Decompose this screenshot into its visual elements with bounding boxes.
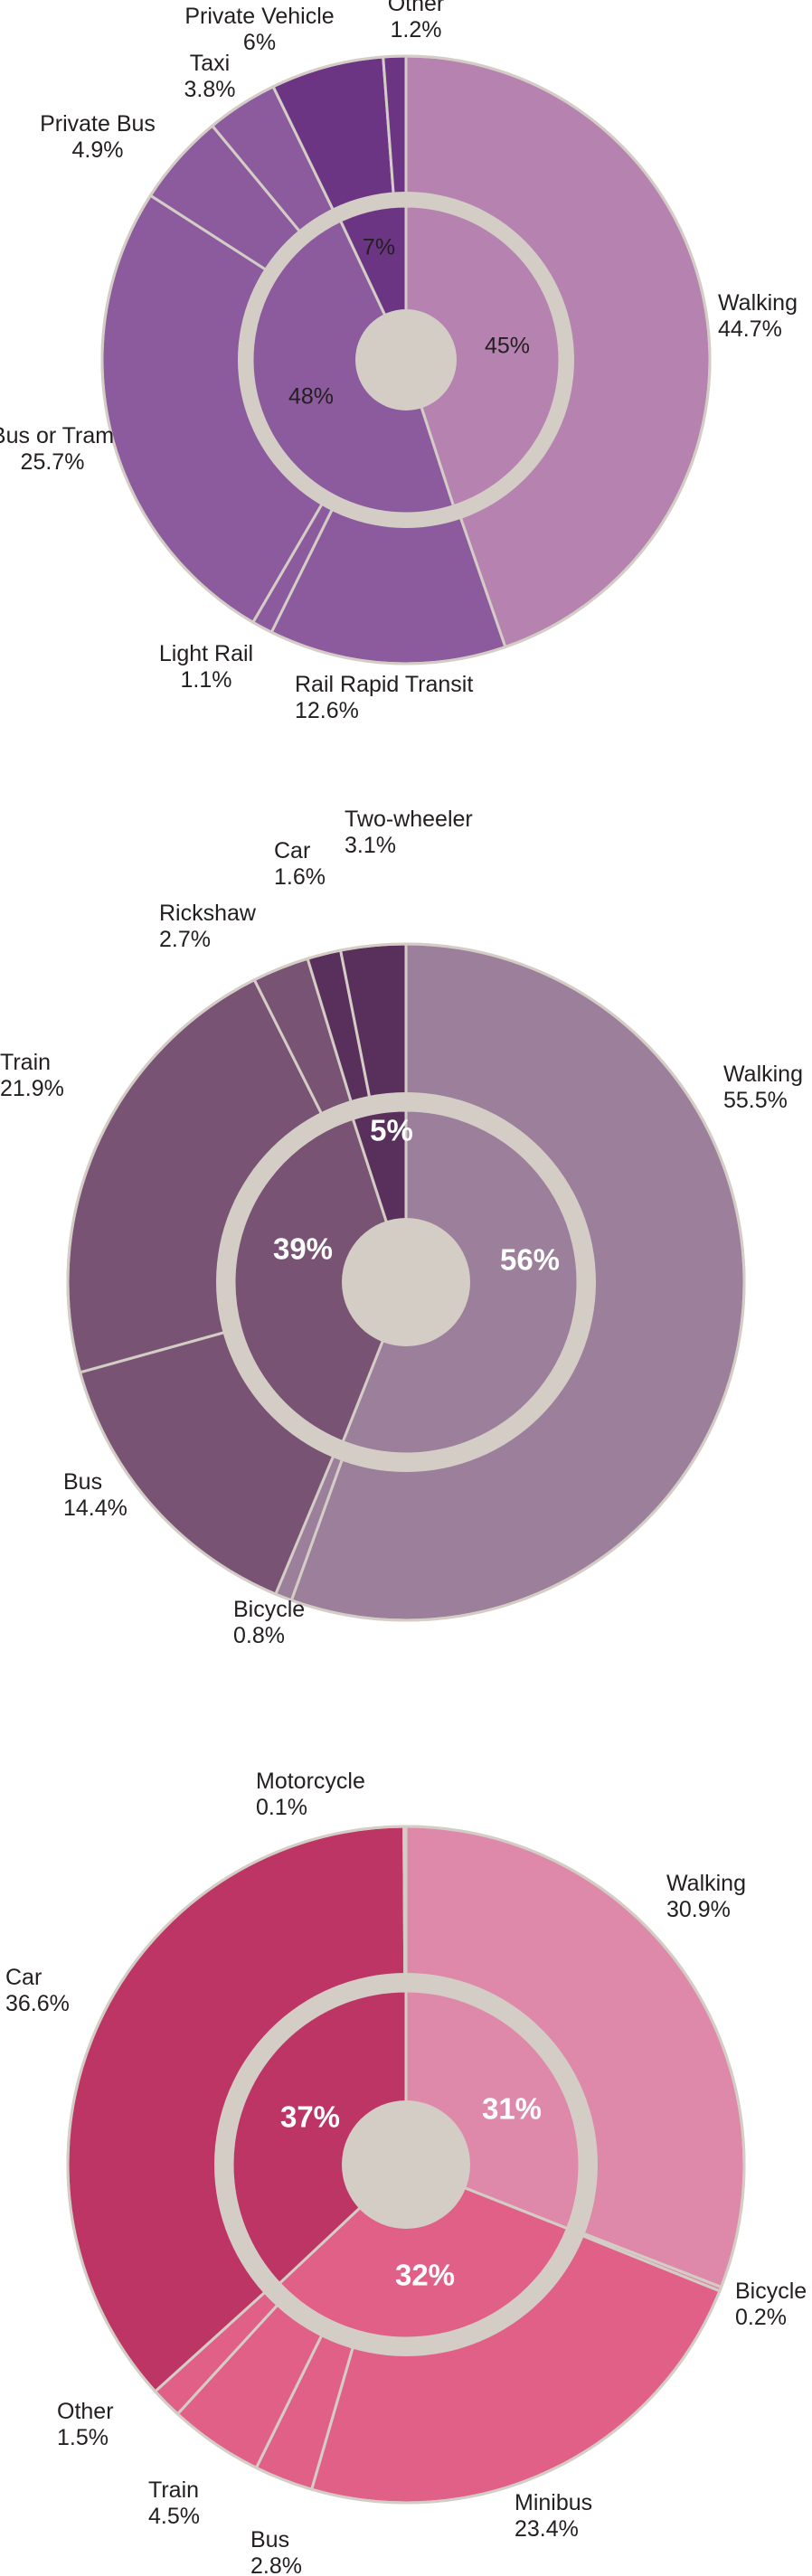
slice-label-light-rail: Light Rail 1.1% (159, 641, 253, 693)
donut-chart-2: 56% 39% 5% Walking 55.5% Bicycle 0.8% Bus 14.4% T… (0, 807, 803, 1648)
outer-rim (66, 1825, 746, 2505)
slice-label-other: Other 1.2% (388, 0, 445, 42)
slice-label-value: 0.8% (233, 1623, 285, 1648)
slice-label-name: Walking (723, 1062, 803, 1087)
slice-label-name: Light Rail (159, 641, 253, 666)
slice-label-name: Train (0, 1050, 51, 1075)
slice-label-value: 14.4% (63, 1496, 127, 1521)
inner-value-label: 56% (500, 1243, 560, 1277)
slice-label-value: 21.9% (0, 1076, 64, 1101)
slice-label-value: 44.7% (718, 316, 782, 342)
slice-label-name: Private Bus (40, 111, 156, 137)
slice-label-rail-rapid-transit: Rail Rapid Transit 12.6% (295, 672, 473, 723)
slice-label-value: 4.5% (148, 2504, 200, 2529)
slice-label-walking: Walking 44.7% (718, 290, 798, 342)
slice-label-private-vehicle: Private Vehicle 6% (184, 4, 334, 55)
slice-label-name: Train (148, 2477, 199, 2503)
slice-label-value: 55.5% (723, 1088, 788, 1113)
slice-label-car: Car 1.6% (274, 838, 326, 890)
slice-label-value: 23.4% (515, 2516, 579, 2542)
slice-label-bicycle: Bicycle 0.8% (233, 1597, 305, 1648)
centre-hole (342, 2100, 470, 2229)
slice-label-walking: Walking 55.5% (723, 1062, 803, 1113)
slice-label-value: 6% (243, 30, 276, 55)
slice-label-name: Bus or Tram (0, 423, 114, 448)
slice-label-bus: Bus 14.4% (63, 1469, 127, 1521)
slice-label-bus: Bus 2.8% (250, 2527, 302, 2576)
slice-label-value: 30.9% (666, 1897, 731, 1922)
slice-label-value: 4.9% (72, 137, 124, 163)
slice-label-name: Rail Rapid Transit (295, 672, 473, 697)
inner-value-label: 7% (363, 235, 395, 260)
slice-label-two-wheeler: Two-wheeler 3.1% (345, 807, 473, 858)
inner-value-label: 48% (288, 384, 334, 410)
slice-label-minibus: Minibus 23.4% (515, 2490, 592, 2542)
slice-label-name: Bicycle (735, 2279, 807, 2304)
inner-slice-2 (250, 219, 456, 515)
slice-label-value: 0.1% (256, 1795, 307, 1820)
inner-slice-1 (404, 204, 562, 508)
slice-label-name: Other (388, 0, 445, 16)
inner-value-label: 5% (370, 1114, 413, 1147)
slice-label-name: Rickshaw (159, 901, 257, 926)
inner-value-label: 31% (482, 2092, 542, 2126)
outer-rim (100, 54, 712, 665)
slice-label-value: 0.2% (735, 2305, 787, 2330)
slice-label-name: Walking (718, 290, 798, 316)
slice-label-name: Car (274, 838, 310, 863)
slice-label-name: Walking (666, 1871, 746, 1896)
inner-slice-3 (231, 1989, 408, 2285)
centre-hole (355, 309, 457, 410)
slice-label-name: Car (5, 1965, 42, 1990)
inner-slice-2 (232, 1117, 408, 1444)
slice-label-name: Motorcycle (256, 1769, 365, 1794)
slice-label-name: Two-wheeler (345, 807, 473, 832)
slice-label-name: Taxi (190, 51, 230, 76)
slice-label-value: 2.7% (159, 927, 211, 952)
slice-label-value: 1.5% (57, 2425, 109, 2450)
slice-label-value: 1.1% (181, 667, 232, 693)
slice-label-name: Bus (63, 1469, 102, 1495)
inner-slice-2 (278, 2163, 570, 2340)
slice-label-value: 1.2% (391, 17, 442, 42)
slice-label-value: 3.8% (184, 77, 236, 102)
centre-hole (342, 1218, 470, 1346)
slice-label-name: Other (57, 2399, 114, 2424)
slice-label-name: Bus (250, 2527, 289, 2552)
slice-label-value: 12.6% (295, 698, 359, 723)
slice-label-car: Car 36.6% (5, 1965, 70, 2016)
inner-value-label: 37% (280, 2100, 340, 2134)
slice-label-train: Train 21.9% (0, 1050, 64, 1101)
slice-label-rickshaw: Rickshaw 2.7% (159, 901, 257, 952)
slice-label-name: Private Vehicle (184, 4, 334, 29)
inner-value-label: 45% (485, 334, 530, 359)
slice-label-walking: Walking 30.9% (666, 1871, 746, 1922)
slice-label-value: 1.6% (274, 864, 326, 890)
slice-label-bicycle: Bicycle 0.2% (735, 2279, 807, 2330)
slice-label-private-bus: Private Bus 4.9% (40, 111, 156, 163)
slice-label-bus-or-tram: Bus or Tram 25.7% (0, 423, 114, 475)
outer-rim (66, 942, 746, 1622)
slice-label-taxi: Taxi 3.8% (184, 51, 236, 102)
inner-value-label: 32% (395, 2259, 455, 2292)
slice-label-motorcycle: Motorcycle 0.1% (256, 1769, 365, 1820)
slice-label-value: 3.1% (345, 833, 396, 858)
slice-label-value: 25.7% (21, 449, 85, 475)
donut-chart-3: 31%32%37%Walking 30.9%Bicycle 0.2%Minibus 2… (5, 1769, 807, 2576)
slice-label-value: 2.8% (250, 2553, 302, 2576)
slice-label-name: Bicycle (233, 1597, 305, 1622)
slice-label-other: Other 1.5% (57, 2399, 114, 2450)
inner-value-label: 39% (273, 1232, 333, 1266)
slice-label-train: Train 4.5% (148, 2477, 200, 2529)
slice-label-name: Minibus (515, 2490, 592, 2515)
donut-chart-1: 45% 48% 7% Walking 44.7% Rail Rapid Transit 12… (0, 0, 798, 723)
slice-label-value: 36.6% (5, 1991, 70, 2016)
